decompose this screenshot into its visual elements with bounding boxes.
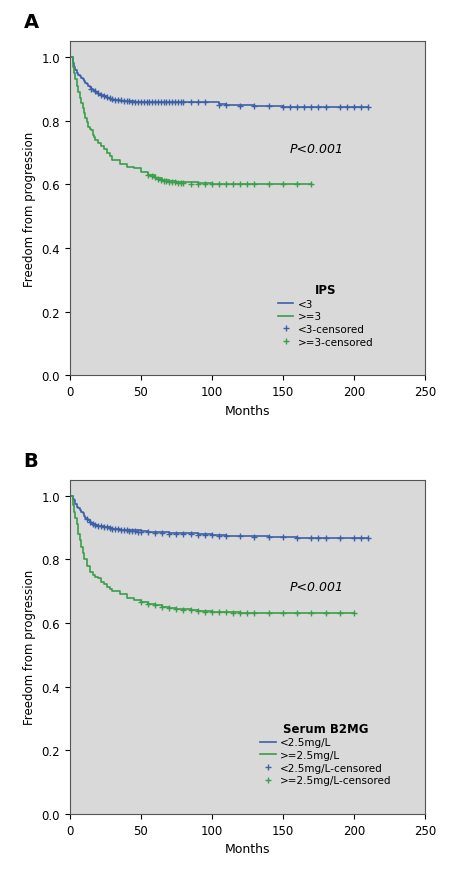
X-axis label: Months: Months: [225, 842, 270, 855]
Legend: <3, >=3, <3-censored, >=3-censored: <3, >=3, <3-censored, >=3-censored: [276, 282, 375, 349]
Text: P<0.001: P<0.001: [290, 142, 344, 155]
Text: A: A: [23, 13, 39, 32]
Y-axis label: Freedom from progression: Freedom from progression: [23, 132, 36, 286]
Legend: <2.5mg/L, >=2.5mg/L, <2.5mg/L-censored, >=2.5mg/L-censored: <2.5mg/L, >=2.5mg/L, <2.5mg/L-censored, …: [258, 720, 393, 788]
Text: B: B: [23, 451, 38, 470]
Text: P<0.001: P<0.001: [290, 580, 344, 594]
X-axis label: Months: Months: [225, 404, 270, 417]
Y-axis label: Freedom from progression: Freedom from progression: [23, 570, 36, 724]
